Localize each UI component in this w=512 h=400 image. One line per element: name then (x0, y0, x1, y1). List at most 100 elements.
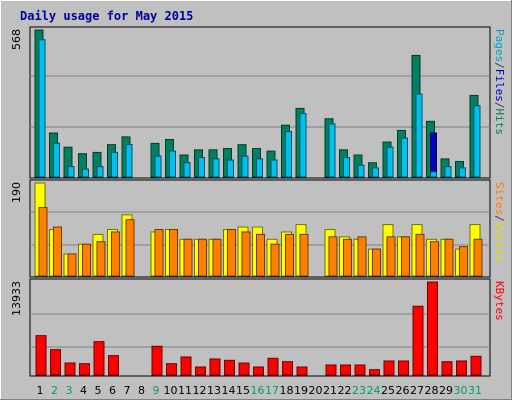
day-label-11: 11 (178, 384, 192, 397)
bar-sites-day-1 (38, 206, 48, 277)
bar-kbytes-day-24 (369, 369, 380, 376)
bar-kbytes-day-17 (267, 357, 279, 376)
x-axis-day-labels: 1 2 3 4 5 6 7 8 9 10 11 12 13 14 15 16 17 18 19 20 21 22 23 24 2… (37, 384, 483, 397)
day-label-24: 24 (367, 384, 381, 397)
bar-pages-day-24 (372, 167, 379, 178)
bar-pages-day-15 (241, 155, 249, 178)
legend-entry-kbytes: KBytes (493, 281, 506, 321)
bar-sites-day-21 (328, 236, 338, 277)
bar-sites-day-17 (270, 243, 280, 277)
day-label-12: 12 (193, 384, 207, 397)
day-label-8: 8 (138, 384, 145, 397)
bar-sites-day-13 (212, 238, 222, 277)
bar-kbytes-day-28 (427, 281, 438, 376)
day-label-20: 20 (309, 384, 323, 397)
day-label-9: 9 (153, 384, 160, 397)
bar-pages-day-16 (256, 158, 263, 178)
bar-sites-day-14 (227, 229, 236, 277)
panel-middle: 190 Sites/Visits (10, 179, 506, 278)
day-label-1: 1 (37, 384, 44, 397)
bar-kbytes-day-16 (253, 366, 264, 376)
legend-entry-separator: / (493, 215, 506, 222)
bar-pages-day-12 (198, 157, 205, 178)
chart-title: Daily usage for May 2015 (20, 9, 193, 23)
bar-kbytes-day-12 (195, 366, 206, 376)
bar-pages-day-13 (212, 158, 220, 178)
bar-pages-day-17 (270, 159, 278, 178)
day-label-10: 10 (164, 384, 178, 397)
bar-pages-day-22 (343, 157, 350, 178)
day-label-5: 5 (95, 384, 102, 397)
bar-pages-day-26 (401, 137, 408, 178)
day-label-14: 14 (222, 384, 236, 397)
bar-kbytes-day-23 (354, 364, 366, 376)
bar-pages-day-10 (169, 150, 176, 178)
bar-kbytes-day-2 (50, 349, 61, 376)
bar-pages-day-29 (444, 166, 452, 178)
day-label-26: 26 (396, 384, 410, 397)
day-label-3: 3 (66, 384, 73, 397)
bar-kbytes-day-25 (383, 360, 395, 376)
bar-sites-day-7 (125, 219, 135, 277)
day-label-27: 27 (410, 384, 424, 397)
day-label-21: 21 (323, 384, 337, 397)
bar-sites-day-12 (198, 238, 207, 277)
bar-pages-day-27 (415, 93, 423, 178)
day-label-19: 19 (294, 384, 308, 397)
bar-pages-day-4 (82, 168, 89, 178)
bar-sites-day-27 (415, 233, 425, 277)
bar-sites-day-6 (111, 231, 120, 277)
bar-kbytes-day-13 (209, 358, 221, 376)
bar-kbytes-day-31 (470, 355, 482, 376)
bar-kbytes-day-5 (93, 341, 105, 376)
bar-pages-day-7 (125, 144, 133, 178)
bar-files-day-28 (430, 132, 437, 178)
legend-entry-visits: Visits (493, 222, 506, 262)
day-label-23: 23 (352, 384, 366, 397)
day-label-25: 25 (381, 384, 395, 397)
day-label-30: 30 (454, 384, 468, 397)
bar-pages-day-21 (328, 123, 336, 178)
day-label-13: 13 (207, 384, 221, 397)
day-label-28: 28 (425, 384, 439, 397)
bar-sites-day-15 (241, 231, 251, 277)
bar-sites-day-4 (82, 243, 91, 277)
day-label-22: 22 (338, 384, 352, 397)
panel-bottom: 13933 KBytes (10, 278, 506, 377)
bar-sites-day-9 (154, 229, 164, 277)
bar-sites-day-19 (299, 233, 309, 277)
bar-kbytes-day-6 (108, 355, 119, 376)
day-label-7: 7 (124, 384, 131, 397)
panel-top: 568 Pages/Files/Hits (10, 26, 506, 179)
bar-pages-day-1 (38, 39, 46, 178)
bar-kbytes-day-30 (456, 360, 467, 376)
bar-kbytes-day-21 (325, 364, 337, 376)
legend-entry-separator: / (493, 62, 506, 69)
bar-pages-day-9 (154, 155, 162, 178)
bar-pages-day-18 (285, 131, 292, 178)
bar-pages-day-14 (227, 159, 234, 178)
day-label-17: 17 (265, 384, 279, 397)
bar-pages-day-25 (386, 146, 394, 178)
bar-sites-day-31 (473, 238, 483, 277)
bar-sites-day-10 (169, 229, 178, 277)
bar-pages-day-3 (67, 166, 75, 178)
legend-entry-hits: Hits (493, 109, 506, 136)
bar-sites-day-23 (357, 236, 367, 277)
bar-kbytes-day-3 (64, 362, 76, 376)
panel-middle-ymax-label: 190 (10, 182, 23, 203)
bar-sites-day-18 (285, 233, 294, 277)
legend-entry-pages: Pages (493, 29, 506, 62)
bar-pages-day-30 (459, 167, 466, 178)
bar-kbytes-day-29 (441, 361, 453, 376)
legend-entry-separator: / (493, 102, 506, 109)
bar-kbytes-day-27 (412, 305, 424, 376)
legend-entry-sites: Sites (493, 182, 506, 215)
bar-sites-day-30 (459, 246, 468, 277)
bar-kbytes-day-11 (180, 356, 192, 376)
day-label-2: 2 (51, 384, 58, 397)
bar-sites-day-25 (386, 236, 396, 277)
panel-top-legend: Pages/Files/Hits (493, 29, 506, 135)
bar-pages-day-2 (53, 142, 60, 178)
